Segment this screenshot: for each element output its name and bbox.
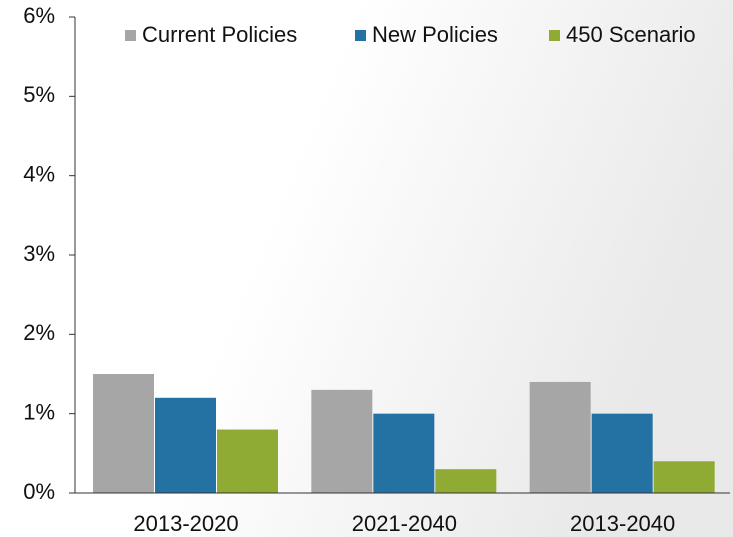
legend-swatch: [125, 30, 136, 41]
legend-swatch: [549, 30, 560, 41]
y-tick-label: 6%: [23, 3, 55, 28]
x-tick-label: 2021-2040: [352, 511, 457, 536]
y-tick-label: 5%: [23, 82, 55, 107]
y-tick-label: 0%: [23, 479, 55, 504]
bar: [435, 469, 497, 493]
x-tick-label: 2013-2020: [133, 511, 238, 536]
bar: [311, 389, 373, 493]
legend-label: 450 Scenario: [566, 22, 696, 47]
bar: [217, 429, 278, 493]
y-tick-label: 4%: [23, 161, 55, 186]
y-tick-label: 2%: [23, 320, 55, 345]
legend-swatch: [355, 30, 366, 41]
y-tick-label: 1%: [23, 399, 55, 424]
legend-label: New Policies: [372, 22, 498, 47]
legend-label: Current Policies: [142, 22, 297, 47]
bar: [591, 413, 653, 493]
bar: [653, 461, 715, 493]
bar: [529, 381, 591, 493]
x-tick-label: 2013-2040: [570, 511, 675, 536]
bar: [155, 397, 216, 493]
bar: [93, 374, 154, 493]
bar: [373, 413, 435, 493]
y-tick-label: 3%: [23, 241, 55, 266]
